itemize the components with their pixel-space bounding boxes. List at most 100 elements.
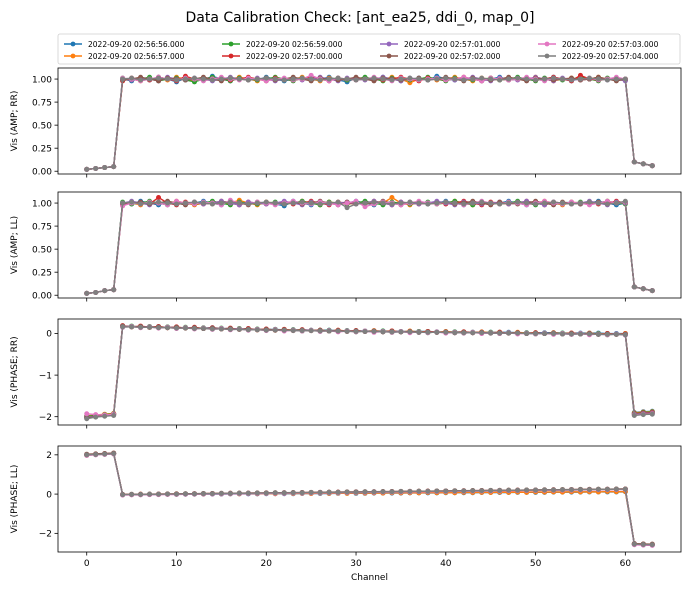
data-point bbox=[649, 163, 655, 169]
data-point bbox=[613, 200, 619, 206]
data-point bbox=[335, 199, 341, 205]
data-point bbox=[542, 200, 548, 206]
series-line bbox=[86, 74, 653, 171]
series-group bbox=[84, 451, 655, 548]
data-point bbox=[236, 200, 242, 206]
data-point bbox=[308, 328, 314, 334]
data-point bbox=[488, 200, 494, 206]
x-tick-label: 40 bbox=[440, 559, 452, 569]
data-point bbox=[245, 490, 251, 496]
series-line bbox=[86, 200, 653, 295]
data-point bbox=[542, 76, 548, 82]
data-point bbox=[236, 76, 242, 82]
series-group bbox=[84, 195, 655, 296]
data-point bbox=[434, 76, 440, 82]
y-tick-label: 0.00 bbox=[32, 291, 52, 301]
y-axis-label: Vis (PHASE; LL) bbox=[10, 465, 20, 534]
data-point bbox=[156, 491, 162, 497]
series-line bbox=[86, 326, 653, 420]
data-point bbox=[613, 331, 619, 337]
data-point bbox=[254, 327, 260, 333]
data-point bbox=[353, 328, 359, 334]
legend-box bbox=[57, 33, 681, 65]
data-point bbox=[524, 200, 530, 206]
series-line bbox=[86, 452, 653, 546]
data-point bbox=[497, 488, 503, 494]
data-point bbox=[371, 489, 377, 495]
series-line bbox=[86, 325, 653, 418]
data-point bbox=[102, 288, 108, 294]
data-point bbox=[182, 76, 188, 82]
data-point bbox=[245, 327, 251, 333]
data-point bbox=[613, 486, 619, 492]
data-point bbox=[551, 75, 557, 81]
data-point bbox=[129, 324, 135, 330]
figure-title: Data Calibration Check: [ant_ea25, ddi_0… bbox=[186, 10, 535, 26]
legend-label: 2022-09-20 02:57:00.000 bbox=[246, 52, 343, 61]
series-group bbox=[84, 72, 655, 172]
data-point bbox=[577, 331, 583, 337]
series-line bbox=[86, 453, 653, 547]
data-point bbox=[138, 491, 144, 497]
y-axis-label: Vis (AMP; LL) bbox=[10, 216, 20, 274]
data-point bbox=[407, 199, 413, 205]
data-point bbox=[443, 488, 449, 494]
series-line bbox=[86, 77, 653, 171]
data-point bbox=[272, 76, 278, 82]
data-point bbox=[497, 77, 503, 83]
legend-marker bbox=[70, 41, 76, 47]
data-point bbox=[129, 491, 135, 497]
data-point bbox=[371, 328, 377, 334]
data-point bbox=[416, 200, 422, 206]
data-point bbox=[120, 200, 126, 206]
data-point bbox=[353, 489, 359, 495]
series-group bbox=[84, 450, 655, 547]
data-point bbox=[200, 200, 206, 206]
data-point bbox=[317, 328, 323, 334]
data-point bbox=[613, 76, 619, 82]
data-point bbox=[156, 325, 162, 331]
subplot-panel: 0 10 20 30 40 50 60 −2 0 2 Vis (PHASE; LL) Channel bbox=[10, 445, 682, 583]
data-point bbox=[200, 76, 206, 82]
legend-entry: 2022-09-20 02:56:59.000 bbox=[222, 40, 343, 49]
data-point bbox=[254, 76, 260, 82]
data-point bbox=[254, 490, 260, 496]
data-point bbox=[308, 76, 314, 82]
data-point bbox=[452, 200, 458, 206]
data-point bbox=[542, 487, 548, 493]
data-point bbox=[595, 200, 601, 206]
data-point bbox=[147, 200, 153, 206]
data-point bbox=[560, 331, 565, 337]
data-point bbox=[138, 201, 144, 207]
data-point bbox=[138, 77, 144, 83]
data-point bbox=[281, 201, 287, 207]
data-point bbox=[200, 326, 206, 332]
data-point bbox=[515, 75, 521, 81]
series-group bbox=[84, 323, 655, 419]
y-tick-label: 0.50 bbox=[32, 245, 52, 255]
data-point bbox=[577, 200, 583, 206]
legend-marker bbox=[228, 41, 234, 47]
data-point bbox=[560, 200, 565, 206]
data-point bbox=[640, 161, 646, 167]
data-point bbox=[452, 330, 458, 336]
data-point bbox=[434, 200, 440, 206]
data-point bbox=[640, 286, 646, 292]
y-axis-label: Vis (PHASE; RR) bbox=[10, 336, 20, 407]
data-point bbox=[362, 200, 368, 206]
data-point bbox=[622, 198, 628, 204]
data-point bbox=[497, 201, 503, 207]
data-point bbox=[479, 330, 485, 336]
y-tick-label: 0.25 bbox=[32, 268, 52, 278]
data-point bbox=[398, 489, 404, 495]
data-point bbox=[622, 486, 628, 492]
data-point bbox=[461, 201, 467, 207]
data-point bbox=[604, 331, 610, 337]
data-point bbox=[272, 327, 278, 333]
data-point bbox=[488, 76, 494, 82]
data-point bbox=[380, 200, 386, 206]
data-point bbox=[165, 76, 171, 82]
data-point bbox=[631, 412, 637, 418]
data-point bbox=[174, 325, 179, 331]
data-point bbox=[479, 488, 485, 494]
